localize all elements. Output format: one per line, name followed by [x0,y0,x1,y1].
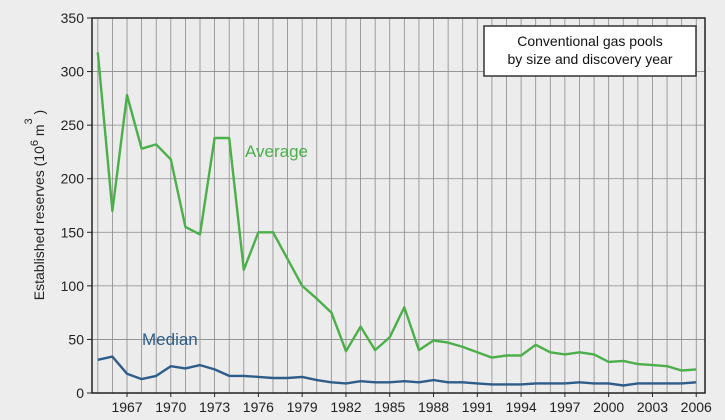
x-tick-label: 1991 [462,399,493,415]
x-tick-label: 2000 [593,399,624,415]
x-tick-label: 2006 [681,399,712,415]
x-tick-label: 1970 [155,399,186,415]
y-axis-label-base: Established reserves (10 [31,146,47,300]
y-tick-label: 0 [76,385,84,401]
grid [92,17,705,394]
x-tick-label: 1979 [287,399,318,415]
y-tick-labels: 0 50 100 150 200 250 300 350 [61,10,92,401]
median-series-label: Median [142,330,198,349]
x-tick-label: 1997 [549,399,580,415]
x-tick-label: 1967 [111,399,142,415]
series-lines [96,52,697,387]
y-tick-label: 300 [61,64,85,80]
title-box-frame [483,25,697,77]
title-box: Conventional gas pools by size and disco… [483,25,697,77]
average-series-label: Average [245,142,308,161]
x-tick-labels: 1967 1970 1973 1976 1979 1982 1985 1988 1991 1994… [111,393,712,415]
x-tick-label: 1988 [418,399,449,415]
x-tick-label: 1973 [199,399,230,415]
chart-title-line-1: Conventional gas pools [517,33,663,49]
x-tick-label: 1985 [374,399,405,415]
series-line-average [96,52,697,372]
y-axis-label-end: ) [31,110,47,119]
y-axis-label-exp1: 6 [29,140,41,146]
y-tick-label: 250 [61,117,85,133]
y-tick-label: 350 [61,10,85,26]
x-tick-label: 1982 [330,399,361,415]
y-axis-label-exp2: 3 [23,118,35,124]
x-tick-label: 1994 [506,399,537,415]
chart-title-line-2: by size and discovery year [508,51,673,67]
y-tick-label: 200 [61,171,85,187]
y-axis-label: Established reserves (106 m3 ) [23,110,47,300]
series-line-median [97,355,697,387]
x-tick-label: 2003 [637,399,668,415]
y-tick-label: 50 [68,331,84,347]
x-tick-label: 1976 [243,399,274,415]
plot-background [92,18,705,393]
y-tick-label: 150 [61,224,85,240]
y-axis-label-mid: m [31,124,47,140]
plot-frame [91,17,706,394]
y-tick-label: 100 [61,278,85,294]
